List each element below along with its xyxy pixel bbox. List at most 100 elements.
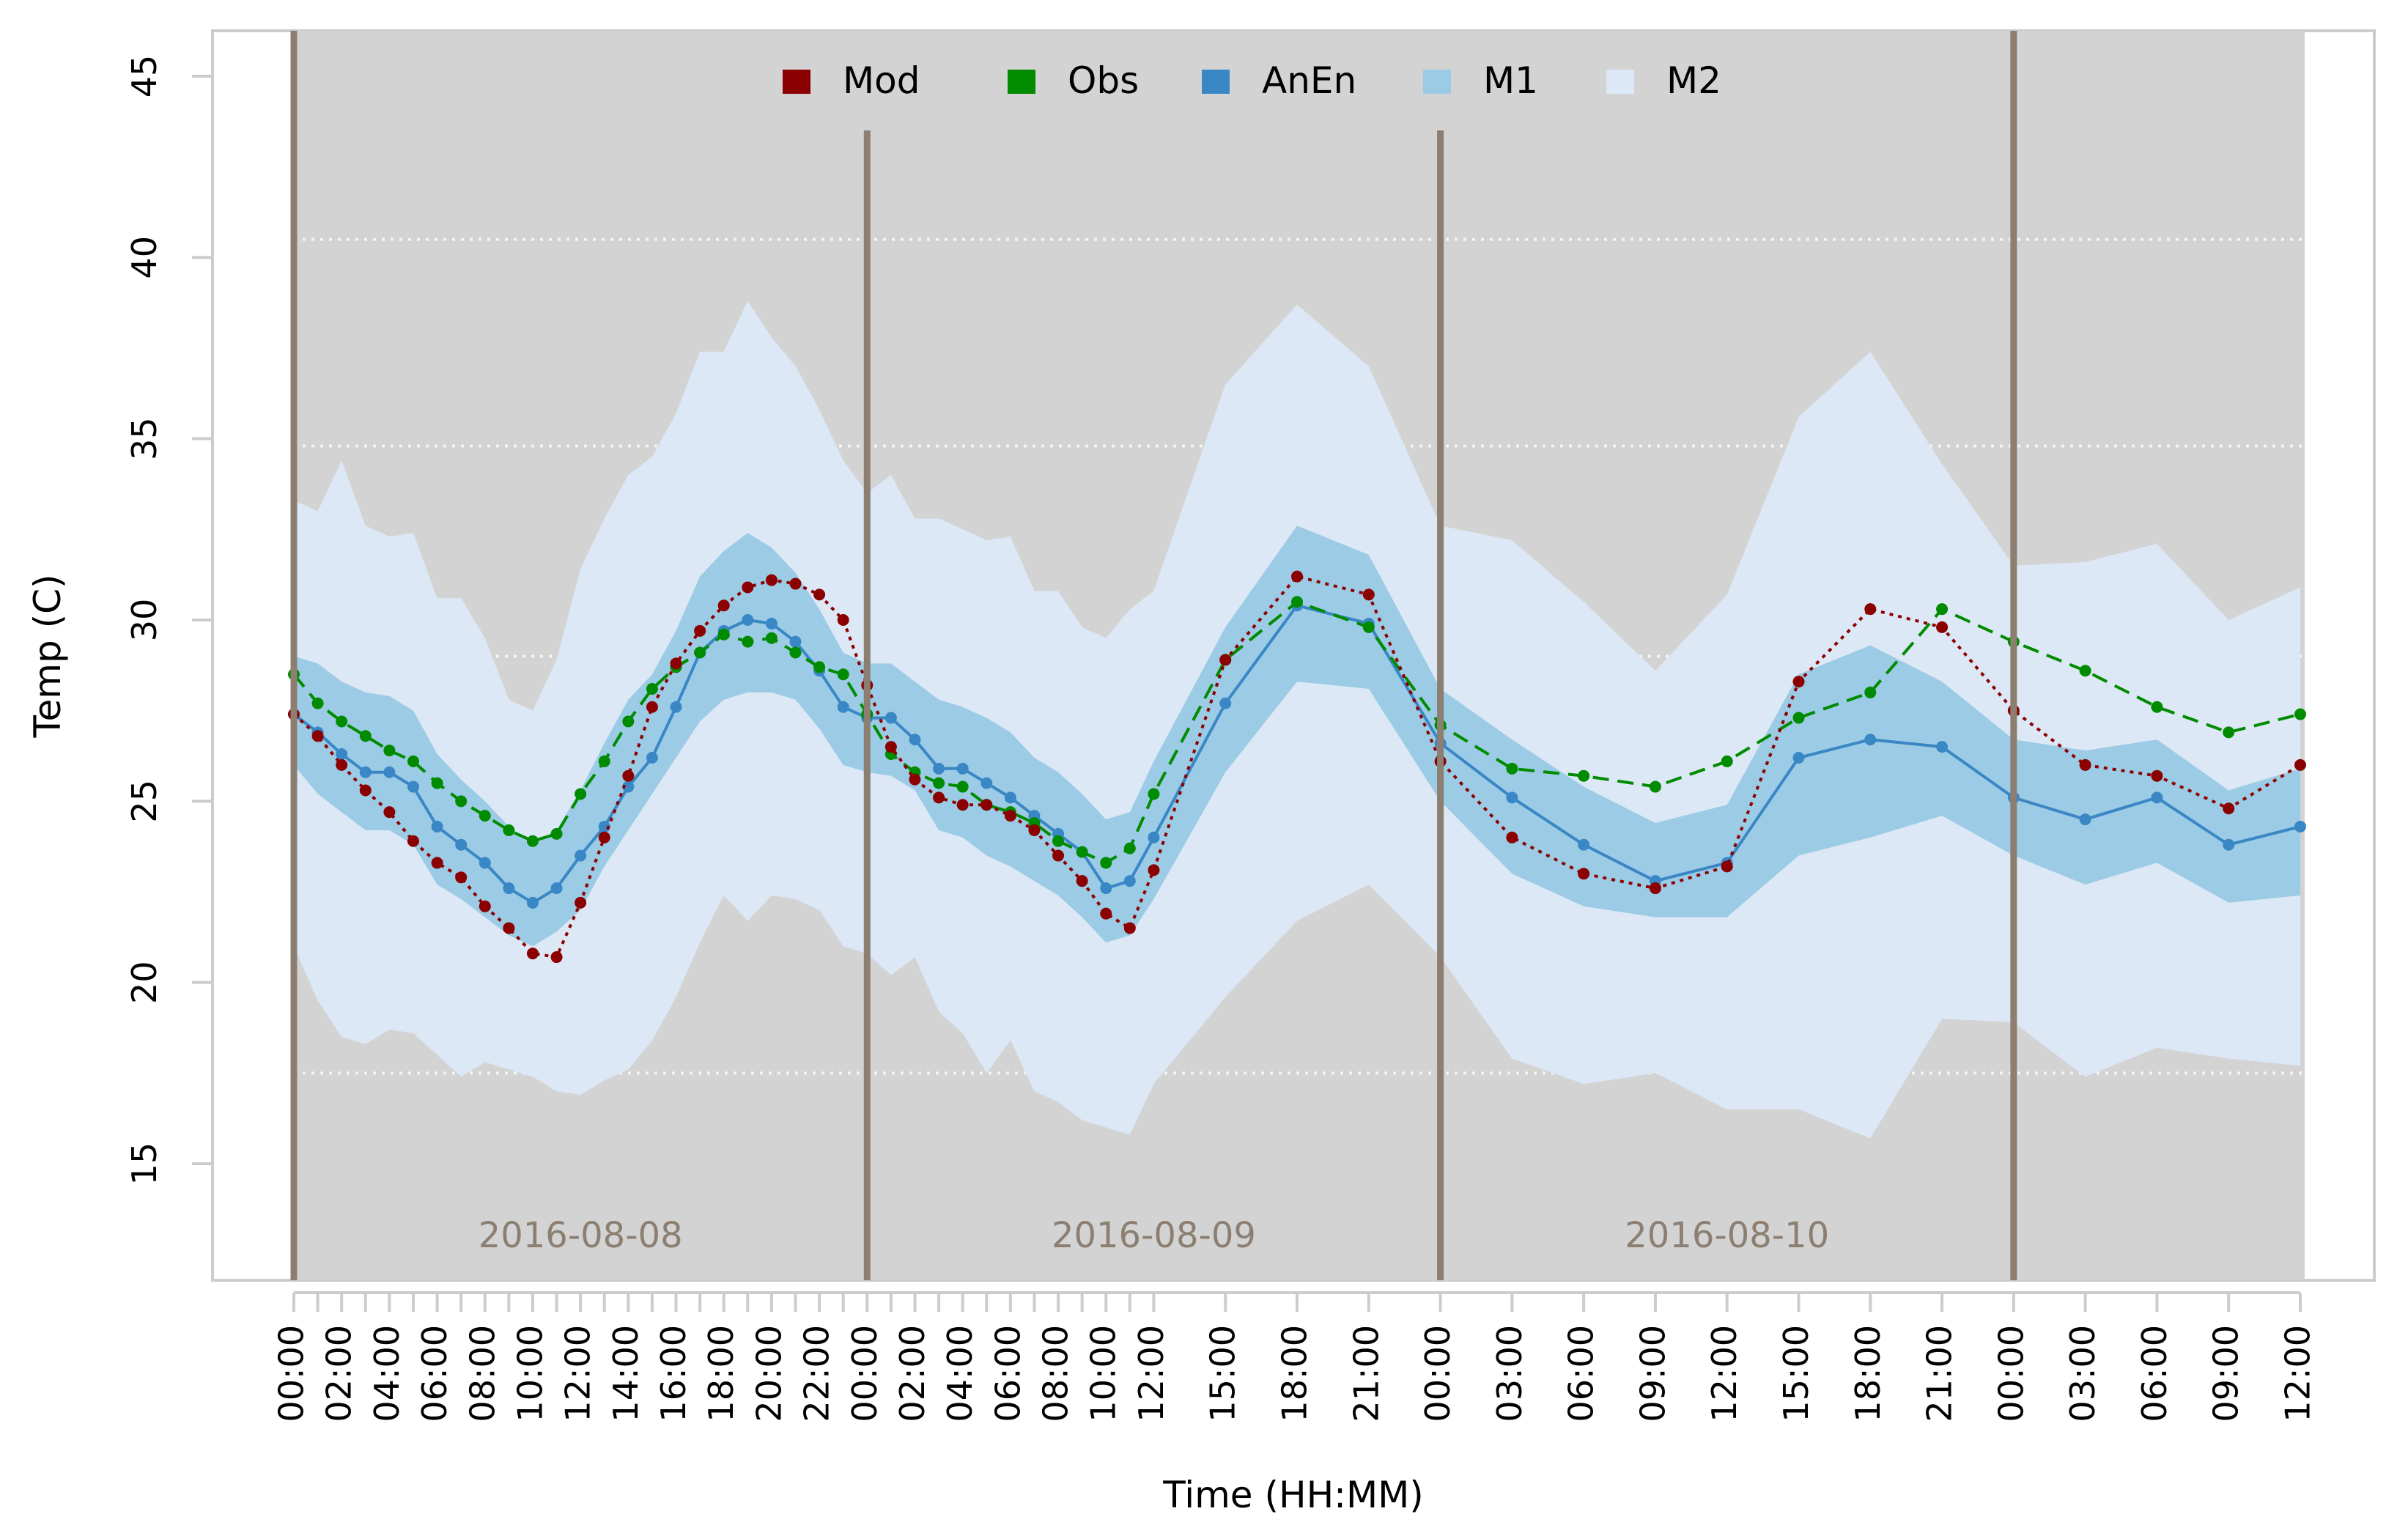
x-tick-label-17: 10:00 [1084,1325,1123,1422]
legend-label-anen: AnEn [1262,59,1356,102]
point-anen-36 [1148,831,1160,843]
point-mod-23 [837,614,849,626]
point-anen-20 [765,617,778,629]
x-tick-label-4: 08:00 [462,1325,502,1422]
x-tick-label-7: 14:00 [606,1325,646,1422]
x-tick-label-31: 03:00 [2063,1325,2102,1422]
point-mod-51 [2223,802,2235,815]
legend-swatch-anen [1202,70,1230,94]
y-tick-label-5: 40 [125,236,164,279]
point-anen-11 [550,882,563,895]
x-tick-label-6: 12:00 [558,1325,598,1422]
point-mod-1 [311,730,324,742]
point-mod-47 [1936,621,1949,633]
y-axis-title: Temp (C) [26,574,69,738]
point-obs-42 [1578,769,1590,782]
y-tick-label-2: 25 [125,780,164,823]
point-obs-28 [956,780,969,793]
point-anen-2 [336,748,348,761]
point-obs-27 [933,777,945,789]
point-anen-29 [980,777,993,789]
point-obs-22 [813,661,826,673]
point-anen-9 [503,882,515,895]
legend-label-obs: Obs [1068,59,1139,102]
point-anen-42 [1578,838,1590,851]
point-mod-19 [742,581,754,594]
legend-label-m1: M1 [1483,59,1538,102]
point-anen-6 [431,820,443,832]
point-obs-51 [2223,726,2235,739]
point-obs-50 [2151,701,2163,713]
y-tick-label-0: 15 [125,1142,164,1186]
point-anen-21 [789,635,802,648]
point-obs-36 [1148,788,1160,800]
x-tick-label-24: 06:00 [1562,1325,1601,1422]
point-mod-32 [1052,849,1065,862]
legend-swatch-obs [1008,70,1035,94]
point-anen-12 [575,849,587,862]
point-anen-10 [526,896,539,909]
point-mod-50 [2151,769,2163,782]
point-mod-25 [884,741,897,753]
point-obs-7 [455,795,468,808]
point-mod-16 [670,657,682,670]
point-obs-39 [1362,621,1375,633]
x-tick-label-9: 18:00 [701,1325,741,1422]
point-anen-27 [933,762,945,775]
bands-layer [294,300,2300,1139]
x-tick-label-22: 00:00 [1418,1325,1458,1422]
x-tick-label-32: 06:00 [2135,1325,2174,1422]
x-tick-label-14: 04:00 [940,1325,980,1422]
point-mod-30 [1004,810,1016,822]
point-obs-49 [2079,665,2091,677]
x-tick-label-16: 08:00 [1036,1325,1076,1422]
point-obs-33 [1076,846,1088,858]
point-mod-39 [1362,588,1375,601]
point-mod-36 [1148,864,1160,876]
point-mod-10 [526,948,539,960]
x-tick-label-25: 09:00 [1633,1325,1672,1422]
x-tick-label-23: 03:00 [1490,1325,1529,1422]
point-anen-30 [1004,791,1016,804]
point-mod-28 [956,799,969,811]
point-anen-35 [1123,875,1136,887]
point-mod-17 [694,624,706,637]
point-mod-33 [1076,875,1088,887]
point-obs-32 [1052,835,1065,847]
point-anen-7 [455,838,468,851]
point-obs-46 [1864,686,1877,698]
point-mod-35 [1123,922,1136,934]
point-anen-25 [884,712,897,724]
point-mod-14 [622,769,635,782]
point-mod-9 [503,922,515,934]
point-mod-20 [765,574,778,586]
point-anen-41 [1506,791,1518,804]
point-obs-38 [1291,596,1303,608]
x-tick-label-19: 15:00 [1203,1325,1243,1422]
point-obs-4 [383,745,396,757]
point-obs-44 [1721,755,1733,767]
point-mod-13 [598,831,610,843]
point-mod-49 [2079,758,2091,771]
point-obs-15 [646,682,658,695]
point-obs-23 [837,668,849,681]
series-lines-layer [288,570,2306,964]
point-mod-41 [1506,831,1518,843]
x-tick-label-13: 02:00 [893,1325,932,1422]
legend-label-m2: M2 [1666,59,1721,102]
point-mod-46 [1864,603,1877,616]
point-obs-21 [789,646,802,659]
legend: Mod Obs AnEn M1 M2 [783,59,1721,102]
point-obs-8 [479,810,491,822]
point-obs-20 [765,632,778,644]
point-obs-43 [1649,780,1661,793]
point-mod-44 [1721,860,1733,873]
point-obs-19 [742,635,754,648]
y-tick-label-3: 30 [125,599,164,642]
point-anen-49 [2079,813,2091,826]
x-tick-label-28: 18:00 [1848,1325,1888,1422]
point-anen-52 [2294,820,2306,832]
point-obs-9 [503,824,515,836]
point-mod-34 [1100,907,1112,920]
